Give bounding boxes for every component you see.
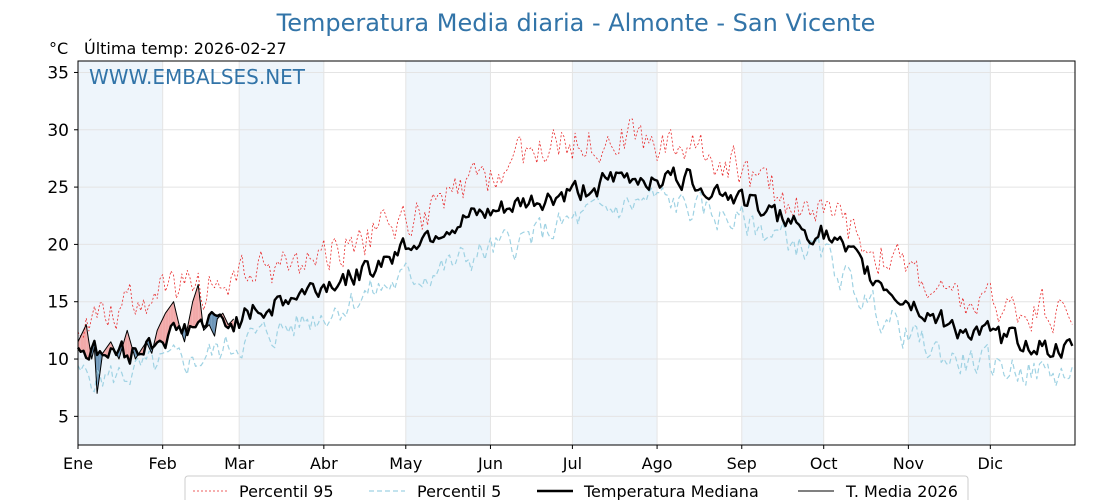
- month-band: [741, 61, 824, 445]
- y-axis: 5 10 15 20 25 30 35: [47, 63, 78, 427]
- series-line-median: [76, 166, 1074, 365]
- legend-label-p95: Percentil 95: [239, 482, 334, 500]
- y-tick-label: 30: [47, 121, 69, 141]
- series-line-p95: [77, 118, 1073, 338]
- series-line-current: [77, 284, 235, 394]
- legend-label-median: Temperatura Mediana: [583, 482, 759, 500]
- watermark: WWW.EMBALSES.NET: [89, 65, 306, 89]
- month-band: [572, 61, 658, 445]
- x-tick-label: Nov: [893, 454, 924, 473]
- month-band: [908, 61, 991, 445]
- fill-above-median: [189, 301, 193, 328]
- x-tick-label: Feb: [149, 454, 177, 473]
- x-tick-label: Oct: [810, 454, 838, 473]
- fill-above-median: [159, 318, 163, 343]
- fill-above-median: [192, 293, 196, 328]
- fill-above-median: [162, 313, 166, 349]
- legend-label-current: T. Media 2026: [845, 482, 958, 500]
- x-tick-label: May: [389, 454, 422, 473]
- x-axis: Ene Feb Mar Abr May Jun Jul Ago Sep Oct Nov Dic: [63, 445, 1003, 473]
- chart-title: Temperatura Media diaria - Almonte - San…: [276, 9, 876, 37]
- y-tick-label: 35: [47, 63, 69, 83]
- series-line-p5: [77, 187, 1073, 393]
- series-lines: [76, 118, 1074, 394]
- y-tick-label: 5: [58, 407, 69, 427]
- month-bands: [78, 61, 991, 445]
- fill-above-median: [170, 301, 174, 326]
- y-tick-label: 25: [47, 178, 69, 198]
- fill-above-median: [86, 324, 89, 360]
- y-tick-label: 20: [47, 235, 69, 255]
- legend-box: [184, 475, 969, 500]
- last-update-label: Última temp: 2026-02-27: [84, 39, 287, 58]
- x-tick-label: Ago: [642, 454, 673, 473]
- month-band: [239, 61, 324, 445]
- fill-above-median: [195, 284, 199, 328]
- y-axis-unit: °C: [49, 39, 68, 58]
- legend-label-p5: Percentil 5: [417, 482, 501, 500]
- x-tick-label: Jul: [562, 454, 582, 473]
- x-tick-label: Mar: [224, 454, 255, 473]
- x-tick-label: Sep: [727, 454, 757, 473]
- plot-frame: [77, 60, 1076, 446]
- fill-below-median: [211, 312, 215, 337]
- x-tick-label: Dic: [978, 454, 1004, 473]
- y-tick-label: 10: [47, 350, 69, 370]
- fill-above-median: [124, 330, 128, 358]
- month-band: [78, 61, 163, 445]
- legend: Percentil 95 Percentil 5 Temperatura Media…: [184, 475, 969, 500]
- y-tick-label: 15: [47, 293, 69, 313]
- month-band: [405, 61, 491, 445]
- x-tick-label: Abr: [310, 454, 338, 473]
- x-tick-label: Ene: [63, 454, 93, 473]
- x-tick-label: Jun: [477, 454, 503, 473]
